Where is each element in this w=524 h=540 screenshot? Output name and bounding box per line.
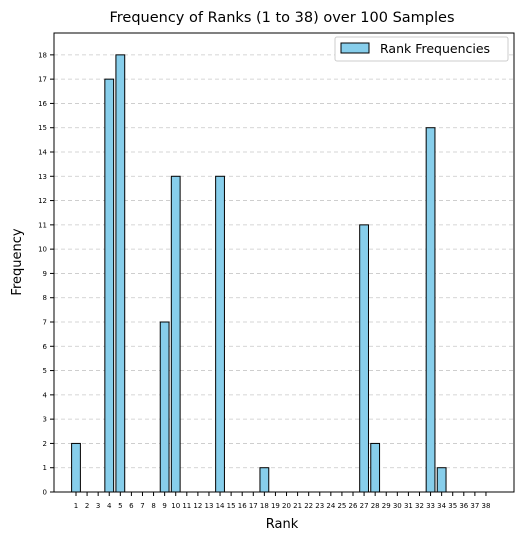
x-tick-label: 19: [271, 502, 280, 510]
y-tick-label: 11: [38, 221, 47, 229]
x-tick-label: 26: [349, 502, 358, 510]
bar: [259, 467, 270, 493]
x-tick-label: 16: [238, 502, 247, 510]
x-tick-label: 10: [171, 502, 180, 510]
bar: [215, 175, 225, 493]
bar: [159, 321, 170, 493]
y-tick-label: 4: [43, 391, 48, 399]
bar: [115, 54, 126, 493]
bars-group: [71, 54, 447, 493]
x-tick-label: 12: [193, 502, 202, 510]
x-tick-label: 5: [118, 502, 122, 510]
x-tick-label: 1: [74, 502, 78, 510]
x-tick-label: 18: [260, 502, 269, 510]
x-tick-label: 11: [182, 502, 191, 510]
legend-swatch: [340, 42, 370, 54]
x-tick-label: 27: [360, 502, 369, 510]
x-tick-label: 14: [216, 502, 225, 510]
legend-label: Rank Frequencies: [380, 41, 490, 56]
y-tick-label: 9: [43, 270, 47, 278]
legend-box: [334, 36, 509, 62]
y-tick-label: 5: [43, 367, 47, 375]
x-tick-label: 23: [315, 502, 324, 510]
x-tick-label: 24: [326, 502, 335, 510]
x-tick-label: 37: [470, 502, 479, 510]
y-tick-label: 1: [43, 464, 47, 472]
bar: [104, 78, 115, 493]
x-tick-label: 34: [437, 502, 446, 510]
x-tick-label: 7: [140, 502, 144, 510]
x-tick-label: 32: [415, 502, 424, 510]
x-tick-label: 3: [96, 502, 100, 510]
y-tick-label: 15: [38, 124, 47, 132]
bar: [170, 175, 181, 493]
y-tick-label: 10: [38, 246, 47, 254]
x-axis-ticks: 1 2 3 4 5 6 7 8 9 10 11 12 13 14 15 16 17 18 19 20 21 22 23 24 2…: [74, 492, 490, 510]
y-tick-label: 14: [38, 149, 47, 157]
y-tick-label: 17: [38, 76, 47, 84]
x-tick-label: 20: [282, 502, 291, 510]
x-axis-label: Rank: [266, 517, 299, 532]
y-tick-label: 7: [43, 319, 47, 327]
x-tick-label: 6: [129, 502, 134, 510]
x-tick-label: 30: [393, 502, 402, 510]
bar: [71, 442, 81, 493]
x-tick-label: 31: [404, 502, 413, 510]
y-axis-label: Frequency: [10, 228, 25, 295]
bar: [359, 224, 369, 493]
y-tick-label: 8: [43, 294, 47, 302]
bar: [436, 467, 447, 493]
x-tick-label: 38: [481, 502, 490, 510]
y-tick-label: 6: [43, 343, 48, 351]
y-tick-label: 13: [38, 173, 47, 181]
x-tick-label: 29: [382, 502, 391, 510]
legend: Rank Frequencies: [334, 36, 509, 62]
x-tick-label: 36: [459, 502, 468, 510]
bar: [370, 442, 381, 493]
x-tick-label: 15: [227, 502, 236, 510]
y-tick-label: 3: [43, 416, 47, 424]
x-tick-label: 28: [371, 502, 380, 510]
x-tick-label: 22: [304, 502, 313, 510]
x-tick-label: 33: [426, 502, 435, 510]
bar: [425, 127, 436, 493]
x-tick-label: 17: [249, 502, 258, 510]
plot-frame: [53, 32, 515, 493]
x-tick-label: 2: [85, 502, 89, 510]
x-tick-label: 8: [151, 502, 155, 510]
x-tick-label: 13: [204, 502, 213, 510]
x-tick-label: 25: [337, 502, 346, 510]
x-tick-label: 4: [107, 502, 112, 510]
x-tick-label: 35: [448, 502, 457, 510]
x-tick-label: 21: [293, 502, 302, 510]
y-tick-label: 2: [43, 440, 47, 448]
y-tick-label: 0: [43, 489, 47, 497]
x-tick-label: 9: [162, 502, 166, 510]
y-tick-label: 18: [38, 51, 47, 59]
chart-title: Frequency of Ranks (1 to 38) over 100 Sa…: [109, 10, 454, 26]
y-tick-label: 12: [38, 197, 47, 205]
y-tick-label: 16: [38, 100, 47, 108]
